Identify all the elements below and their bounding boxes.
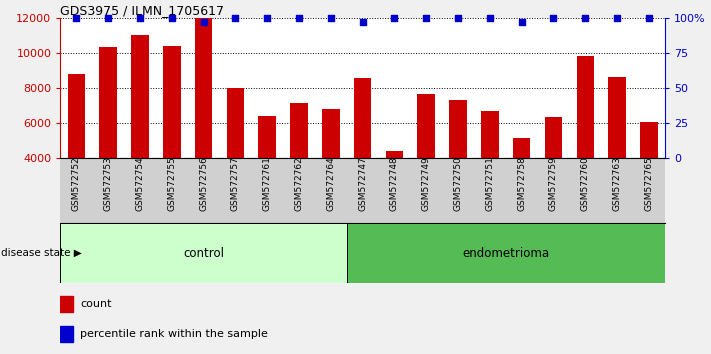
Point xyxy=(484,15,496,21)
Text: disease state ▶: disease state ▶ xyxy=(1,248,82,258)
Point xyxy=(516,19,528,25)
Bar xyxy=(481,111,498,227)
Bar xyxy=(60,296,73,312)
Bar xyxy=(322,109,340,227)
Point xyxy=(134,15,146,21)
Point xyxy=(70,15,82,21)
Point xyxy=(230,15,241,21)
Point xyxy=(579,15,591,21)
Point xyxy=(262,15,273,21)
Bar xyxy=(354,78,371,227)
Point xyxy=(643,15,655,21)
Point xyxy=(166,15,178,21)
Bar xyxy=(227,88,244,227)
Bar xyxy=(60,326,73,342)
Bar xyxy=(290,103,308,227)
Bar xyxy=(640,122,658,227)
Bar xyxy=(513,138,530,227)
Text: control: control xyxy=(183,247,224,259)
FancyBboxPatch shape xyxy=(60,223,347,283)
Point xyxy=(198,19,209,25)
Text: GDS3975 / ILMN_1705617: GDS3975 / ILMN_1705617 xyxy=(60,4,225,17)
Bar xyxy=(195,18,213,227)
Bar xyxy=(545,117,562,227)
Bar xyxy=(68,74,85,227)
Point xyxy=(452,15,464,21)
Text: count: count xyxy=(80,299,112,309)
Point xyxy=(389,15,400,21)
Bar xyxy=(417,94,435,227)
Bar xyxy=(609,77,626,227)
Text: endometrioma: endometrioma xyxy=(462,247,550,259)
Point xyxy=(611,15,623,21)
FancyBboxPatch shape xyxy=(347,223,665,283)
Bar xyxy=(449,100,467,227)
Bar xyxy=(100,46,117,227)
Text: percentile rank within the sample: percentile rank within the sample xyxy=(80,329,268,339)
Point xyxy=(102,15,114,21)
Point xyxy=(420,15,432,21)
Point xyxy=(294,15,305,21)
Bar xyxy=(258,116,276,227)
Bar xyxy=(163,46,181,227)
Point xyxy=(547,15,559,21)
Bar xyxy=(577,56,594,227)
Point xyxy=(325,15,336,21)
Point xyxy=(357,19,368,25)
Bar xyxy=(385,152,403,227)
Bar xyxy=(132,35,149,227)
